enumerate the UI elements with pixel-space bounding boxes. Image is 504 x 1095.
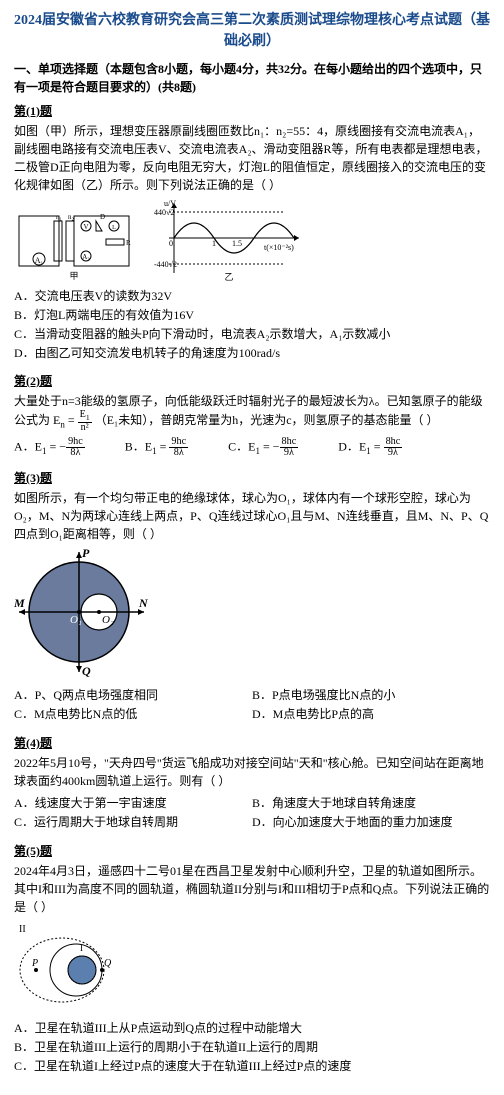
q3-option-d: D．M点电势比P点的高 [252, 705, 490, 723]
q2-option-d: D．E1 = 8hc9λ [338, 437, 402, 458]
svg-text:R: R [126, 239, 131, 247]
svg-text:L: L [112, 225, 116, 231]
question-1: 第(1)题 如图（甲）所示，理想变压器原副线圈匝数比n₁：n₂=55：4，原线圈… [14, 102, 490, 362]
q5-option-a: A．卫星在轨道III上从P点运动到Q点的过程中动能增大 [14, 1019, 490, 1037]
q1-text: 如图（甲）所示，理想变压器原副线圈匝数比n₁：n₂=55：4，原线圈接有交流电流… [14, 122, 490, 194]
question-2: 第(2)题 大量处于n=3能级的氢原子，向低能级跃迁时辐射光子的最短波长为λ。已… [14, 372, 490, 459]
svg-text:P: P [31, 958, 38, 969]
q4-option-c: C．运行周期大于地球自转周期 [14, 813, 252, 831]
q1-label: 第(1)题 [14, 102, 490, 120]
svg-text:O₂: O₂ [102, 614, 114, 626]
q4-text: 2022年5月10号，"天舟四号"货运飞船成功对接空间站"天和"核心舱。已知空间… [14, 754, 490, 790]
q3-option-b: B．P点电场强度比N点的小 [252, 686, 490, 704]
q3-option-c: C．M点电势比N点的低 [14, 705, 252, 723]
q5-label: 第(5)题 [14, 842, 490, 860]
svg-text:P: P [82, 547, 90, 560]
q2-formula: En = E1n² [53, 413, 92, 427]
q3-label: 第(3)题 [14, 469, 490, 487]
q2-options: A．E1 = −9hc8λ B．E1 = 9hc8λ C．E1 = −8hc9λ… [14, 437, 490, 459]
svg-text:1.5: 1.5 [232, 239, 242, 248]
svg-text:I: I [80, 943, 83, 953]
svg-text:0: 0 [169, 239, 173, 248]
q1-figures: A₁ n₁ n₂ V D L R A₂ 甲 440√2 [14, 198, 490, 283]
q2-text: 大量处于n=3能级的氢原子，向低能级跃迁时辐射光子的最短波长为λ。已知氢原子的能… [14, 392, 490, 433]
svg-text:V: V [83, 223, 88, 231]
q3-option-a: A．P、Q两点电场强度相同 [14, 686, 252, 704]
svg-text:A₂: A₂ [82, 253, 90, 261]
svg-text:M: M [14, 596, 25, 610]
q2-option-a: A．E1 = −9hc8λ [14, 437, 85, 458]
svg-text:Q: Q [82, 664, 91, 677]
q3-text: 如图所示，有一个均匀带正电的绝缘球体，球心为O₁，球体内有一个球形空腔，球心为O… [14, 489, 490, 543]
svg-text:O₁: O₁ [70, 614, 82, 626]
q5-option-c: C．卫星在轨道I上经过P点的速度大于在轨道III上经过P点的速度 [14, 1057, 490, 1075]
question-3: 第(3)题 如图所示，有一个均匀带正电的绝缘球体，球心为O₁，球体内有一个球形空… [14, 469, 490, 724]
svg-text:D: D [100, 213, 105, 221]
q1-waveform-graph: 440√2 -440√2 0 1 1.5 u/V t(×10⁻²s) 乙 [154, 198, 304, 283]
q3-sphere-diagram: O₁ O₂ P Q M N [14, 547, 154, 677]
q5-option-b: B．卫星在轨道III上运行的周期小于在轨道II上运行的周期 [14, 1038, 490, 1056]
q4-option-a: A．线速度大于第一宇宙速度 [14, 794, 252, 812]
q4-options: A．线速度大于第一宇宙速度 B．角速度大于地球自转角速度 C．运行周期大于地球自… [14, 794, 490, 832]
svg-text:乙: 乙 [224, 272, 233, 282]
svg-text:n₁: n₁ [56, 213, 62, 221]
q1-option-c: C．当滑动变阻器的触头P向下滑动时，电流表A₂示数增大，A₁示数减小 [14, 325, 490, 343]
q4-option-d: D．向心加速度大于地面的重力加速度 [252, 813, 490, 831]
q4-option-b: B．角速度大于地球自转角速度 [252, 794, 490, 812]
section-1-header: 一、单项选择题（本题包含8小题，每小题4分，共32分。在每小题给出的四个选项中，… [14, 60, 490, 96]
svg-text:甲: 甲 [69, 271, 78, 281]
svg-text:II: II [19, 924, 26, 935]
question-5: 第(5)题 2024年4月3日，遥感四十二号01星在西昌卫星发射中心顺利升空，卫… [14, 842, 490, 1075]
svg-text:t(×10⁻²s): t(×10⁻²s) [264, 243, 294, 252]
q5-text: 2024年4月3日，遥感四十二号01星在西昌卫星发射中心顺利升空，卫星的轨道如图… [14, 862, 490, 916]
exam-title: 2024届安徽省六校教育研究会高三第二次素质测试理综物理核心考点试题（基础必刷） [14, 10, 490, 52]
svg-text:A₁: A₁ [35, 256, 44, 265]
q2-text-part2: （E₁未知），普朗克常量为h，光速为c，则氢原子的基态能量（ ） [95, 413, 439, 427]
svg-text:u/V: u/V [164, 199, 176, 208]
svg-text:1: 1 [212, 239, 216, 248]
q5-orbit-diagram: II P Q I [14, 920, 124, 1010]
q3-options: A．P、Q两点电场强度相同 B．P点电场强度比N点的小 C．M点电势比N点的低 … [14, 686, 490, 724]
svg-text:-440√2: -440√2 [154, 260, 177, 269]
question-4: 第(4)题 2022年5月10号，"天舟四号"货运飞船成功对接空间站"天和"核心… [14, 734, 490, 832]
q1-option-d: D．由图乙可知交流发电机转子的角速度为100rad/s [14, 344, 490, 362]
svg-text:Q: Q [104, 958, 112, 969]
q2-label: 第(2)题 [14, 372, 490, 390]
q1-option-a: A．交流电压表V的读数为32V [14, 287, 490, 305]
q1-option-b: B．灯泡L两端电压的有效值为16V [14, 306, 490, 324]
svg-text:N: N [138, 596, 149, 610]
q2-option-b: B．E1 = 9hc8λ [125, 437, 188, 458]
svg-text:440√2: 440√2 [154, 208, 174, 217]
q1-circuit-diagram: A₁ n₁ n₂ V D L R A₂ 甲 [14, 201, 134, 281]
q2-option-c: C．E1 = −8hc9λ [228, 437, 298, 458]
q4-label: 第(4)题 [14, 734, 490, 752]
